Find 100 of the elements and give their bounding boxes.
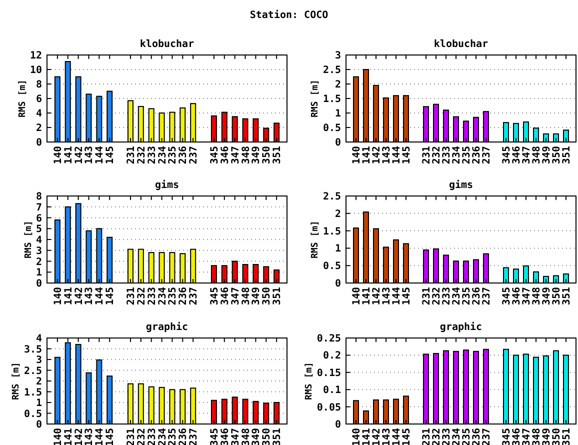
chart-title: gims — [448, 179, 474, 191]
x-tick-label: 351 — [272, 287, 284, 306]
y-tick-label: 5 — [36, 224, 42, 236]
x-tick-label: 236 — [178, 146, 190, 164]
x-tick-label: 237 — [482, 287, 492, 306]
x-tick-label: 144 — [94, 428, 106, 445]
y-tick-label: 1 — [334, 244, 341, 255]
chart-title: klobuchar — [140, 39, 194, 50]
y-tick-label: 2 — [36, 376, 42, 388]
y-tick-label: 2 — [334, 208, 341, 220]
x-tick-label: 144 — [392, 287, 402, 306]
x-tick-label: 231 — [422, 287, 432, 306]
y-tick-label: 4 — [36, 235, 42, 246]
x-tick-label: 235 — [462, 287, 472, 306]
y-tick-label: 0.05 — [316, 402, 341, 414]
x-tick-label: 350 — [262, 287, 273, 306]
x-tick-label: 232 — [432, 287, 442, 306]
y-tick-label: 0 — [36, 278, 42, 290]
x-tick-label: 345 — [502, 287, 512, 306]
x-tick-label: 346 — [220, 146, 231, 164]
y-tick-label: 8 — [36, 192, 42, 202]
x-tick-label: 349 — [251, 146, 262, 164]
x-tick-label: 234 — [157, 146, 168, 164]
x-tick-label: 142 — [74, 146, 85, 164]
x-tick-label: 348 — [240, 146, 252, 164]
x-tick-label: 235 — [168, 146, 179, 164]
x-tick-label: 144 — [392, 146, 402, 164]
x-tick-label: 346 — [220, 287, 231, 306]
x-tick-label: 145 — [402, 146, 412, 164]
x-tick-label: 233 — [146, 287, 158, 306]
x-tick-label: 140 — [352, 287, 362, 306]
x-tick-label: 143 — [84, 428, 96, 445]
x-tick-label: 145 — [402, 428, 412, 445]
x-tick-label: 237 — [188, 287, 200, 306]
x-tick-label: 140 — [52, 287, 64, 306]
y-tick-label: 3.5 — [24, 344, 42, 356]
y-tick-label: 1.5 — [24, 387, 42, 398]
y-tick-label: 0.25 — [316, 334, 341, 344]
x-tick-label: 347 — [230, 287, 242, 306]
x-tick-label: 141 — [362, 146, 372, 164]
y-tick-label: 2 — [334, 80, 341, 90]
y-tick-label: 0 — [334, 278, 341, 290]
x-tick-label: 232 — [136, 146, 148, 164]
y-tick-label: 1 — [334, 108, 341, 120]
y-tick-label: 1.5 — [322, 94, 341, 105]
x-tick-label: 350 — [262, 146, 273, 164]
y-axis-title: RMS [m] — [310, 220, 321, 258]
x-tick-label: 145 — [105, 146, 116, 164]
x-tick-label: 345 — [209, 287, 220, 306]
x-tick-label: 141 — [63, 146, 74, 164]
x-tick-label: 142 — [74, 287, 85, 306]
x-tick-label: 233 — [442, 146, 452, 164]
y-tick-label: 0.5 — [322, 123, 341, 134]
x-tick-label: 234 — [157, 287, 168, 306]
x-tick-label: 348 — [532, 287, 542, 306]
x-tick-label: 142 — [74, 428, 85, 445]
x-tick-label: 234 — [452, 287, 462, 306]
x-tick-label: 141 — [63, 428, 74, 445]
x-tick-label: 231 — [126, 287, 137, 306]
x-tick-label: 231 — [422, 146, 432, 164]
x-tick-label: 346 — [512, 287, 522, 306]
x-tick-label: 350 — [552, 146, 562, 164]
x-tick-label: 232 — [432, 146, 442, 164]
y-axis-title: RMS [m] — [24, 220, 34, 258]
y-tick-label: 6 — [36, 213, 42, 224]
y-axis-title: RMS [m] — [304, 362, 315, 400]
x-tick-label: 142 — [372, 428, 382, 445]
x-tick-label: 347 — [522, 146, 532, 164]
x-tick-label: 143 — [382, 428, 392, 445]
x-tick-label: 141 — [362, 428, 372, 445]
y-tick-label: 3 — [36, 246, 42, 257]
x-tick-label: 140 — [52, 146, 64, 164]
x-tick-label: 141 — [362, 287, 372, 306]
x-tick-label: 234 — [452, 146, 462, 164]
x-tick-label: 144 — [94, 287, 106, 306]
text: Station: COCO — [250, 9, 328, 21]
x-tick-label: 345 — [209, 146, 220, 164]
x-tick-label: 140 — [52, 428, 64, 445]
x-tick-label: 348 — [532, 146, 542, 164]
x-tick-label: 351 — [272, 146, 284, 164]
x-tick-label: 140 — [352, 146, 362, 164]
y-tick-label: 1.5 — [322, 226, 341, 238]
y-tick-label: 8 — [36, 80, 42, 90]
y-tick-label: 0.2 — [322, 350, 341, 362]
x-tick-label: 143 — [84, 146, 96, 164]
y-tick-label: 4 — [36, 108, 42, 120]
x-tick-label: 236 — [472, 287, 482, 306]
x-tick-label: 143 — [382, 146, 392, 164]
y-tick-label: 2.5 — [322, 65, 341, 76]
x-tick-label: 351 — [562, 287, 572, 306]
y-tick-label: 2.5 — [322, 192, 341, 202]
y-tick-label: 4 — [36, 334, 42, 344]
y-tick-label: 3 — [334, 50, 341, 62]
y-tick-label: 0 — [36, 420, 42, 430]
y-tick-label: 12 — [30, 50, 42, 62]
x-tick-label: 346 — [512, 146, 522, 164]
y-axis-title: RMS [m] — [12, 362, 22, 400]
x-tick-label: 144 — [392, 428, 402, 445]
x-tick-label: 233 — [442, 287, 452, 306]
x-tick-label: 236 — [472, 146, 482, 164]
